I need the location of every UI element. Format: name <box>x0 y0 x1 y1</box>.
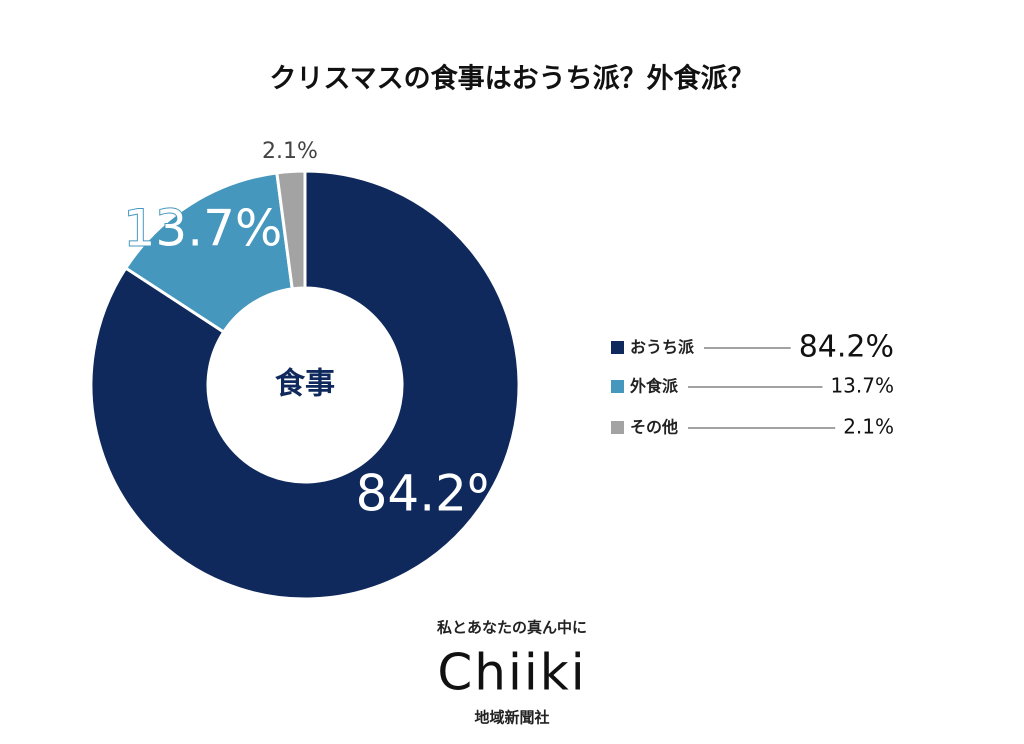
tagline: 私とあなたの真ん中に <box>436 619 587 637</box>
center-label: 食事 <box>275 367 335 402</box>
logo: Chiiki <box>437 644 586 702</box>
pie-slice <box>89 169 521 601</box>
slice-label: 84.2% <box>356 465 515 523</box>
legend-label: 外食派 <box>629 377 679 396</box>
legend-value: 84.2% <box>799 330 894 365</box>
legend-label: その他 <box>630 418 678 437</box>
legend-value: 13.7% <box>830 374 894 398</box>
legend-swatch <box>611 341 624 354</box>
company-name: 地域新聞社 <box>474 709 549 727</box>
pie-slice <box>123 171 294 335</box>
chart-title: クリスマスの食事はおうち派？外食派？ <box>269 63 754 95</box>
legend-swatch <box>611 380 624 393</box>
legend-swatch <box>611 421 624 434</box>
slice-label: 2.1% <box>262 139 318 164</box>
legend-label: おうち派 <box>630 338 695 357</box>
legend-value: 2.1% <box>843 415 894 439</box>
slice-label: 13.7% <box>124 200 283 258</box>
pie-slice <box>275 169 307 291</box>
